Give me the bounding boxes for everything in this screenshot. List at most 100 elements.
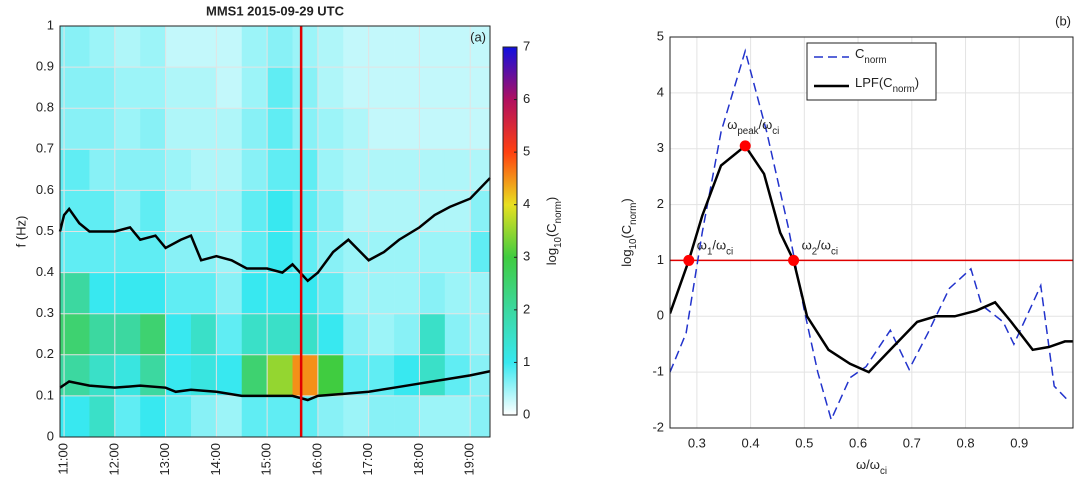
point-label: ω2/ωci xyxy=(802,238,838,257)
heatmap-cell xyxy=(368,313,395,356)
heatmap-cell xyxy=(343,26,369,68)
heatmap-cell xyxy=(114,231,141,273)
heatmap-cell xyxy=(216,190,243,232)
heatmap-cell xyxy=(140,354,166,397)
y-tick-label: -2 xyxy=(652,419,664,434)
colorbar xyxy=(502,46,518,416)
heatmap-cell xyxy=(190,108,217,150)
heatmap-cell xyxy=(241,395,268,438)
y-tick-label: 4 xyxy=(657,84,664,99)
series-line xyxy=(670,144,1073,374)
y-tick-label: 0.7 xyxy=(36,141,54,156)
heatmap-cell xyxy=(470,395,491,438)
heatmap-cell xyxy=(241,149,268,191)
colorbar-tick-label: 3 xyxy=(523,249,530,264)
heatmap-cell xyxy=(89,190,116,232)
heatmap-cell xyxy=(114,190,141,232)
heatmap-cell xyxy=(267,190,293,232)
colorbar-label-part: 10 xyxy=(553,236,564,247)
colorbar-label-part: ) xyxy=(544,197,559,201)
x-tick-label: 14:00 xyxy=(208,443,223,476)
x-tick-label: 17:00 xyxy=(360,443,375,476)
heatmap-cell xyxy=(165,67,192,109)
axes-frame xyxy=(59,25,491,438)
y-tick-label: 0.8 xyxy=(36,100,54,115)
legend-label: LPF(Cnorm) xyxy=(855,75,919,94)
heatmap-cell xyxy=(89,272,116,314)
heatmap-cell xyxy=(241,272,268,314)
colorbar-tick-label: 4 xyxy=(523,196,530,211)
y-tick-label: 0.2 xyxy=(36,346,54,361)
heatmap-cell xyxy=(114,395,141,438)
heatmap-cell xyxy=(470,231,491,273)
heatmap-cell xyxy=(114,313,141,356)
heatmap-cell xyxy=(60,313,90,356)
heatmap-cell xyxy=(470,108,491,150)
heatmap-cell xyxy=(216,149,243,191)
heatmap-cell xyxy=(394,149,420,191)
heatmap-cell xyxy=(190,231,217,273)
heatmap-cell xyxy=(190,395,217,438)
heatmap-cell xyxy=(140,190,166,232)
heatmap-cell xyxy=(444,26,471,68)
colorbar-tick-label: 0 xyxy=(523,406,530,421)
heatmap-cell xyxy=(419,26,446,68)
heatmap-cell xyxy=(470,149,491,191)
y-tick-label: -1 xyxy=(652,364,664,379)
heatmap-cell xyxy=(241,354,268,397)
x-axis-label-part: ω/ω xyxy=(856,457,880,472)
heatmap-cell xyxy=(267,26,293,68)
point-label-part: peak xyxy=(737,125,758,136)
point-label-part: /ω xyxy=(759,117,773,132)
y-axis-label: f (Hz) xyxy=(13,216,28,248)
y-tick-label: 0.4 xyxy=(36,264,54,279)
y-tick-label: 0.5 xyxy=(36,223,54,238)
x-tick-label: 13:00 xyxy=(157,443,172,476)
marker-point xyxy=(683,254,695,266)
heatmap-cell xyxy=(267,67,293,109)
x-tick-label: 18:00 xyxy=(411,443,426,476)
heatmap-cell xyxy=(216,272,243,314)
heatmap-cell xyxy=(165,149,192,191)
point-label-part: ci xyxy=(772,125,779,136)
legend-label-part: C xyxy=(855,46,864,61)
y-tick-label: 0.1 xyxy=(36,387,54,402)
x-tick-label: 19:00 xyxy=(462,443,477,476)
heatmap-cell xyxy=(292,395,319,438)
legend-label-part: ) xyxy=(915,75,919,90)
legend-label-part: norm xyxy=(864,55,886,66)
heatmap-cell xyxy=(241,190,268,232)
heatmap-cell xyxy=(267,272,293,314)
x-axis-label-part: ci xyxy=(880,466,887,477)
y-tick-label: 0 xyxy=(47,428,54,443)
x-axis-label: ω/ωci xyxy=(856,457,887,476)
point-label-part: 1 xyxy=(707,246,712,257)
heatmap-cell xyxy=(165,108,192,150)
heatmap-cell xyxy=(60,108,90,150)
heatmap-cell xyxy=(114,67,141,109)
x-tick-label: 0.9 xyxy=(1010,435,1028,450)
heatmap-cell xyxy=(444,149,471,191)
heatmap-cell xyxy=(216,231,243,273)
point-label-part: ω xyxy=(727,117,737,132)
heatmap-cell xyxy=(89,231,116,273)
point-label-part: ω xyxy=(697,238,707,253)
heatmap-cell xyxy=(444,395,471,438)
heatmap-cell xyxy=(241,313,268,356)
point-label-part: 2 xyxy=(812,246,817,257)
heatmap-cell xyxy=(190,26,217,68)
legend-label-part: norm xyxy=(893,84,915,95)
heatmap-cell xyxy=(241,67,268,109)
legend-label-part: LPF(C xyxy=(855,75,893,90)
y-tick-label: 1 xyxy=(47,17,54,32)
heatmap-cell xyxy=(241,108,268,150)
point-label-part: ci xyxy=(726,246,733,257)
y-tick-label: 0.9 xyxy=(36,59,54,74)
x-tick-label: 15:00 xyxy=(259,443,274,476)
heatmap-cell xyxy=(267,108,293,150)
heatmap-cell xyxy=(343,395,369,438)
heatmap-cell xyxy=(343,272,369,314)
heatmap-cell xyxy=(292,26,319,68)
heatmap-cell xyxy=(292,67,319,109)
